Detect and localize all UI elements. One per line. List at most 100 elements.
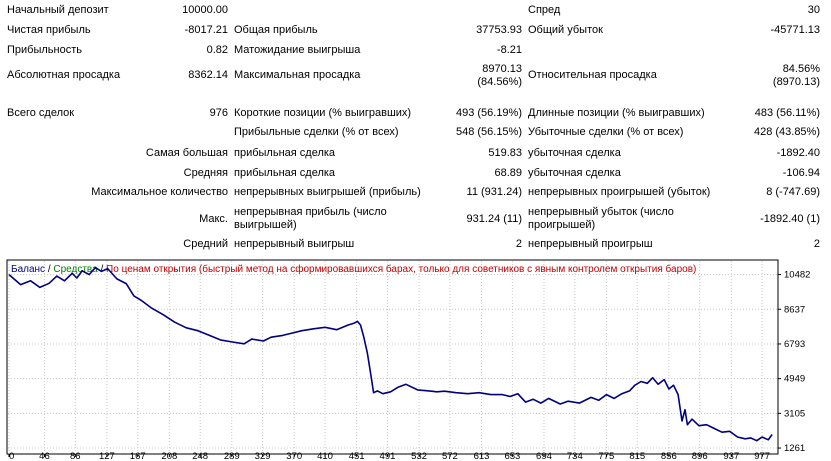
x-tick-label: 46 — [39, 451, 50, 461]
y-tick-label: 3105 — [784, 408, 805, 419]
max-consecutive-amount-label: Макс. — [199, 213, 228, 225]
relative-drawdown-value-percent: 84.56% — [782, 63, 820, 75]
average-profit-label: прибыльная сделка — [234, 167, 336, 179]
chart-legend: Баланс / Средства / По ценам открытия (б… — [11, 263, 696, 275]
x-tick-label: 329 — [255, 451, 271, 461]
gross-profit-label: Общая прибыль — [234, 24, 318, 36]
avg-consecutive-losses-label: непрерывный проигрыш — [528, 238, 653, 250]
max-consecutive-profit-label: непрерывная прибыль (число выигрышей) — [234, 206, 387, 231]
relative-drawdown-label: Относительная просадка — [528, 69, 657, 81]
y-tick-label: 1261 — [784, 443, 805, 454]
x-tick-label: 856 — [661, 451, 677, 461]
x-tick-label: 0 — [9, 451, 14, 461]
average-loss-value: -106.94 — [782, 167, 820, 179]
x-tick-label: 208 — [161, 451, 177, 461]
initial-deposit-label: Начальный депозит — [7, 4, 109, 16]
x-tick-label: 815 — [629, 451, 645, 461]
y-axis-ticks: 1261 3105 4949 6793 8637 10482 — [778, 270, 810, 454]
profit-trades-value: 548 (56.15%) — [455, 126, 522, 138]
profit-factor-value: 0.82 — [206, 44, 228, 56]
max-consecutive-loss-label: непрерывный убыток (число проигрышей) — [528, 206, 674, 231]
initial-deposit-value: 10000.00 — [182, 4, 228, 16]
maximal-drawdown-value-percent: (84.56%) — [477, 76, 522, 88]
x-tick-label: 532 — [411, 451, 427, 461]
legend-equity: Средства — [53, 264, 98, 275]
legend-separator: / — [45, 264, 53, 275]
largest-profit-label: прибыльная сделка — [234, 147, 336, 159]
long-positions-value: 483 (56.11%) — [754, 107, 820, 119]
profit-factor-label: Прибыльность — [7, 44, 82, 56]
average-label: Средняя — [183, 167, 228, 179]
avg-consecutive-losses-value: 2 — [813, 238, 820, 250]
x-tick-label: 694 — [536, 451, 552, 461]
x-tick-label: 410 — [317, 451, 333, 461]
x-tick-label: 491 — [380, 451, 396, 461]
legend-balance: Баланс — [11, 264, 45, 275]
avg-consecutive-wins-label: непрерывный выигрыш — [234, 238, 355, 250]
x-tick-label: 613 — [474, 451, 490, 461]
net-profit-value: -8017.21 — [184, 24, 228, 36]
largest-profit-value: 519.83 — [488, 147, 522, 159]
average-loss-label: убыточная сделка — [528, 167, 621, 179]
spread-value: 30 — [807, 4, 820, 16]
spread-label: Спред — [528, 4, 561, 16]
absolute-drawdown-value: 8362.14 — [188, 69, 228, 81]
max-consecutive-label: Максимальное количество — [91, 186, 228, 198]
x-tick-label: 734 — [567, 451, 583, 461]
average-profit-value: 68.89 — [494, 167, 522, 179]
largest-label: Самая большая — [145, 147, 228, 159]
avg-consecutive-wins-value: 2 — [515, 238, 522, 250]
x-tick-label: 572 — [442, 451, 458, 461]
x-tick-label: 86 — [70, 451, 81, 461]
x-tick-label: 451 — [349, 451, 365, 461]
max-consecutive-loss-value: -1892.40 (1) — [760, 213, 820, 225]
max-consecutive-losses-label: непрерывных проигрышей (убыток) — [528, 186, 711, 198]
relative-drawdown-value-amount: (8970.13) — [772, 76, 820, 88]
total-trades-label: Всего сделок — [7, 107, 75, 119]
x-tick-label: 167 — [130, 451, 146, 461]
gross-profit-value: 37753.93 — [476, 24, 522, 36]
legend-model: По ценам открытия (быстрый метод на сфор… — [106, 263, 696, 275]
y-tick-label: 6793 — [784, 339, 805, 350]
x-tick-label: 289 — [224, 451, 240, 461]
max-consecutive-wins-label: непрерывных выигрышей (прибыль) — [234, 186, 421, 198]
gross-loss-label: Общий убыток — [528, 24, 603, 36]
avg-consecutive-label: Средний — [183, 238, 228, 250]
x-tick-label: 370 — [286, 451, 302, 461]
y-tick-label: 10482 — [784, 270, 810, 281]
x-tick-label: 896 — [692, 451, 708, 461]
max-consecutive-profit-value: 931.24 (11) — [466, 213, 522, 225]
legend-separator: / — [98, 264, 106, 275]
x-tick-label: 127 — [99, 451, 115, 461]
y-tick-label: 8637 — [784, 304, 805, 315]
x-tick-label: 248 — [192, 451, 208, 461]
chart-plot-frame — [6, 259, 779, 455]
profit-trades-label: Прибыльные сделки (% от всех) — [234, 126, 399, 138]
gross-loss-value: -45771.13 — [770, 24, 820, 36]
largest-loss-label: убыточная сделка — [528, 147, 621, 159]
short-positions-value: 493 (56.19%) — [455, 107, 522, 119]
max-consecutive-wins-value: 11 (931.24) — [466, 186, 522, 198]
y-tick-label: 4949 — [784, 374, 805, 385]
loss-trades-value: 428 (43.85%) — [753, 126, 820, 138]
short-positions-label: Короткие позиции (% выигравших) — [234, 107, 412, 119]
x-axis-ticks: 0 46 86 127 167 208 248 289 329 370 410 451 491 532 57… — [8, 451, 770, 461]
expected-payoff-value: -8.21 — [496, 44, 522, 56]
x-tick-label: 977 — [754, 451, 770, 461]
x-tick-label: 775 — [598, 451, 614, 461]
absolute-drawdown-label: Абсолютная просадка — [7, 69, 121, 81]
balance-series-line — [8, 266, 773, 442]
loss-trades-label: Убыточные сделки (% от всех) — [528, 126, 684, 138]
largest-loss-value: -1892.40 — [776, 147, 820, 159]
net-profit-label: Чистая прибыль — [7, 24, 91, 36]
maximal-drawdown-value-amount: 8970.13 — [482, 63, 522, 75]
long-positions-label: Длинные позиции (% выигравших) — [528, 107, 705, 119]
maximal-drawdown-label: Максимальная просадка — [234, 69, 361, 81]
expected-payoff-label: Матожидание выигрыша — [234, 44, 361, 56]
max-consecutive-losses-value: 8 (-747.69) — [766, 186, 820, 198]
x-tick-label: 937 — [723, 451, 739, 461]
chart-grid — [8, 261, 778, 454]
total-trades-value: 976 — [209, 107, 228, 119]
x-tick-label: 653 — [504, 451, 520, 461]
